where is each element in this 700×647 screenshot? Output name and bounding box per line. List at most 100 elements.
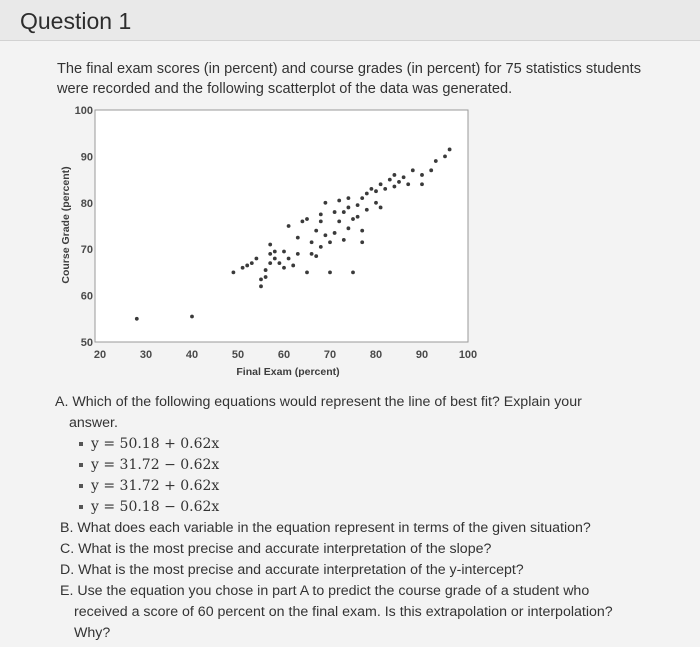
- data-point: [341, 210, 346, 214]
- data-point: [447, 147, 452, 152]
- y-axis-label: Course Grade (percent): [60, 166, 72, 283]
- x-tick-label: 80: [370, 349, 382, 361]
- bullet-icon: [79, 463, 83, 467]
- data-point: [268, 261, 273, 266]
- y-tick-label: 80: [81, 198, 93, 210]
- data-point: [300, 219, 305, 224]
- data-point: [360, 228, 365, 233]
- x-tick-label: 100: [459, 349, 477, 361]
- data-point: [337, 219, 342, 224]
- data-point: [328, 270, 332, 275]
- data-point: [282, 265, 286, 270]
- data-point: [328, 240, 332, 245]
- data-point: [383, 186, 388, 191]
- data-point: [355, 203, 360, 208]
- data-point: [332, 231, 337, 235]
- data-point: [351, 270, 355, 275]
- data-point: [364, 191, 369, 196]
- data-point: [305, 217, 309, 221]
- data-point: [282, 249, 286, 254]
- data-point: [433, 159, 438, 163]
- part-a-text-cont: answer.: [69, 415, 118, 431]
- part-e-cont-1: received a score of 60 percent on the fi…: [74, 604, 613, 620]
- x-tick-label: 20: [94, 349, 106, 361]
- data-point: [254, 256, 259, 261]
- part-e-cont-2: Why?: [74, 625, 111, 641]
- part-e: E. Use the equation you chose in part A …: [60, 583, 590, 599]
- data-point: [374, 200, 378, 205]
- bullet-icon: [79, 505, 83, 509]
- data-point: [286, 224, 291, 228]
- bullet-icon: [79, 442, 83, 446]
- question-title: Question 1: [20, 8, 132, 34]
- data-point: [397, 180, 401, 184]
- data-point: [392, 173, 397, 177]
- data-point: [401, 175, 406, 180]
- data-point: [314, 228, 319, 233]
- scatterplot: 50 60 70 80 90 100 20 30 40 50 60 70 80 90 100 Course…: [60, 105, 477, 378]
- data-point: [318, 244, 323, 249]
- data-point: [341, 238, 346, 242]
- data-point: [346, 205, 351, 210]
- x-tick-label: 90: [416, 349, 428, 361]
- data-point: [369, 186, 374, 191]
- data-point: [387, 177, 392, 182]
- data-point: [360, 196, 365, 201]
- data-point: [291, 263, 296, 268]
- answer-option[interactable]: y = 50.18 + 0.62x: [79, 434, 675, 455]
- data-point: [392, 184, 397, 189]
- data-point: [190, 314, 194, 319]
- question-intro: The final exam scores (in percent) and c…: [57, 59, 657, 99]
- bullet-icon: [79, 484, 83, 488]
- intro-line-2: were recorded and the following scatterp…: [57, 81, 513, 97]
- data-point: [272, 256, 277, 261]
- data-point: [268, 251, 273, 256]
- data-point: [378, 205, 383, 210]
- data-point: [309, 240, 314, 245]
- data-point: [429, 168, 434, 173]
- data-point: [346, 196, 351, 201]
- data-point: [231, 270, 236, 275]
- data-point: [318, 212, 323, 217]
- data-point: [295, 235, 300, 240]
- x-tick-label: 70: [324, 349, 336, 361]
- x-tick-label: 60: [278, 349, 290, 361]
- data-point: [332, 210, 337, 214]
- answer-option[interactable]: y = 31.72 + 0.62x: [79, 476, 675, 497]
- data-point: [323, 233, 328, 238]
- x-tick-label: 40: [186, 349, 198, 361]
- plot-area: [94, 109, 469, 343]
- data-point: [249, 261, 254, 266]
- part-a: A. Which of the following equations woul…: [55, 392, 675, 434]
- data-point: [346, 226, 351, 231]
- data-point: [337, 198, 342, 203]
- data-point: [420, 182, 424, 187]
- data-point: [406, 182, 411, 187]
- part-a-text: A. Which of the following equations woul…: [55, 394, 582, 410]
- answer-option[interactable]: y = 31.72 − 0.62x: [79, 455, 675, 476]
- data-point: [360, 240, 365, 245]
- data-point: [134, 316, 139, 321]
- y-tick-label: 50: [81, 337, 93, 349]
- data-point: [323, 200, 328, 205]
- data-point: [263, 275, 268, 279]
- data-point: [259, 277, 263, 282]
- answer-options: y = 50.18 + 0.62x y = 31.72 − 0.62x y = …: [55, 434, 675, 518]
- data-point: [286, 256, 291, 261]
- data-point: [277, 261, 282, 266]
- data-point: [263, 268, 268, 272]
- data-point: [305, 270, 309, 275]
- intro-line-1: The final exam scores (in percent) and c…: [57, 61, 642, 77]
- part-d: D. What is the most precise and accurate…: [60, 562, 524, 578]
- part-b: B. What does each variable in the equati…: [60, 520, 591, 536]
- answer-option[interactable]: y = 50.18 − 0.62x: [79, 497, 675, 518]
- data-point: [259, 284, 263, 289]
- data-point: [374, 189, 378, 194]
- data-point: [272, 249, 277, 254]
- data-point: [410, 168, 415, 173]
- y-tick-label: 100: [75, 105, 93, 117]
- data-point: [378, 182, 383, 187]
- x-tick-label: 30: [140, 349, 152, 361]
- y-tick-label: 70: [81, 244, 93, 256]
- data-point: [295, 251, 300, 256]
